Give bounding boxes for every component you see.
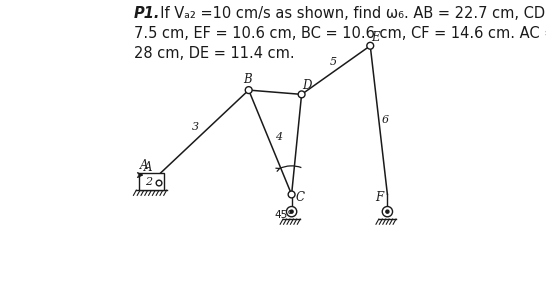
Text: 7.5 cm, EF = 10.6 cm, BC = 10.6 cm, CF = 14.6 cm. AC =: 7.5 cm, EF = 10.6 cm, BC = 10.6 cm, CF =… [134, 26, 546, 41]
Text: If Vₐ₂ =10 cm/s as shown, find ω₆. AB = 22.7 cm, CD =: If Vₐ₂ =10 cm/s as shown, find ω₆. AB = … [151, 6, 546, 21]
Text: 4: 4 [275, 132, 282, 142]
Text: A: A [140, 159, 149, 172]
Text: B: B [243, 73, 252, 86]
Text: C: C [295, 191, 304, 204]
Circle shape [156, 180, 162, 186]
Text: D: D [302, 79, 312, 92]
Text: 6: 6 [382, 115, 389, 125]
Circle shape [288, 191, 295, 198]
Text: 2: 2 [145, 177, 152, 187]
Text: 5: 5 [330, 57, 337, 67]
Circle shape [245, 87, 252, 94]
Text: 28 cm, DE = 11.4 cm.: 28 cm, DE = 11.4 cm. [134, 46, 294, 61]
Text: E: E [371, 31, 379, 44]
Text: 3: 3 [191, 122, 199, 132]
Text: A: A [144, 161, 152, 174]
Text: P1.: P1. [134, 6, 160, 21]
Circle shape [287, 206, 296, 217]
Circle shape [290, 210, 293, 213]
Circle shape [298, 91, 305, 98]
Circle shape [382, 206, 393, 217]
Text: 45°: 45° [274, 210, 293, 220]
Text: F: F [375, 191, 383, 204]
Circle shape [367, 42, 373, 49]
Circle shape [386, 210, 389, 213]
Bar [139, 173, 164, 190]
